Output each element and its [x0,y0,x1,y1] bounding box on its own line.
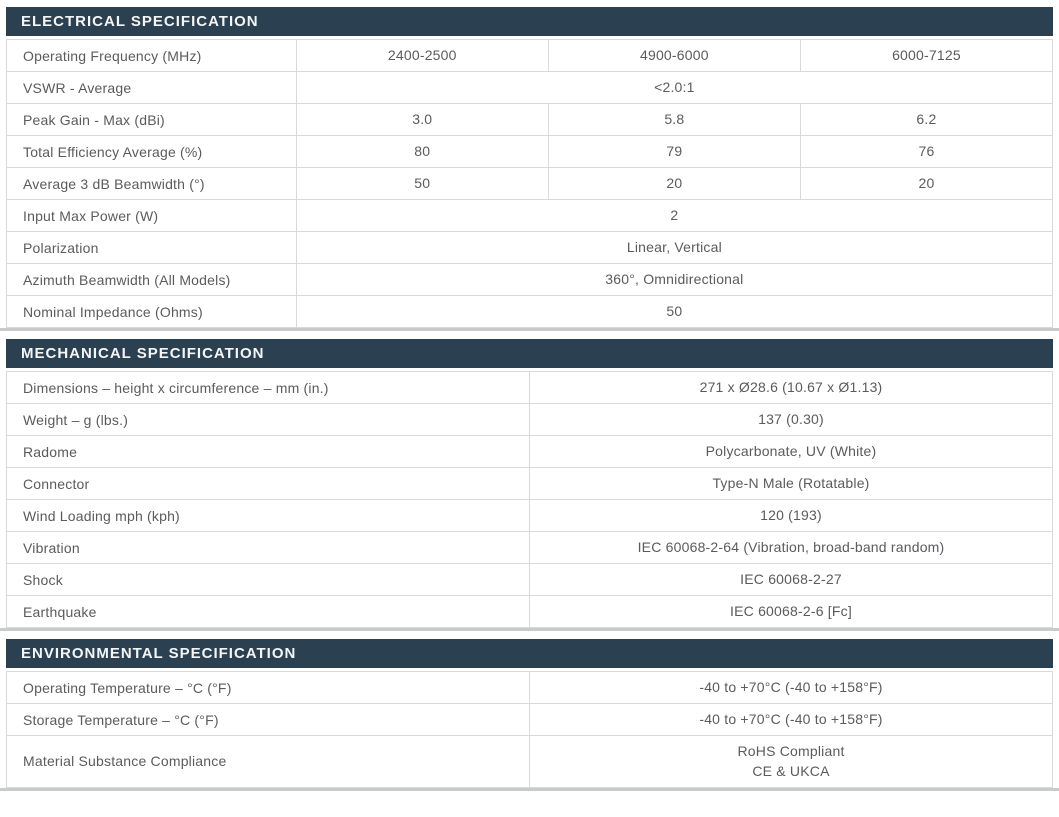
row-value: 79 [547,135,801,168]
row-label: Nominal Impedance (Ohms) [6,295,297,328]
environmental-specification-section: ENVIRONMENTAL SPECIFICATION Operating Te… [0,639,1059,791]
table-row: Material Substance Compliance RoHS Compli… [6,735,1053,788]
table-row: Peak Gain - Max (dBi) 3.0 5.8 6.2 [6,103,1054,136]
row-value: IEC 60068-2-6 [Fc] [529,595,1053,628]
table-row: Nominal Impedance (Ohms) 50 [6,295,1054,328]
table-row: Polarization Linear, Vertical [6,231,1054,264]
row-label: Operating Temperature – °C (°F) [6,671,530,704]
row-value: 2 [295,199,1054,232]
section-bottom-rule [0,787,1059,791]
table-row: Operating Frequency (MHz) 2400-2500 4900-6… [6,39,1054,72]
row-label: Vibration [6,531,530,564]
row-label: Connector [6,467,530,500]
section-bottom-rule [0,628,1059,631]
table-row: Average 3 dB Beamwidth (°) 50 20 20 [6,167,1054,200]
row-label: Total Efficiency Average (%) [6,135,297,168]
row-label: Radome [6,435,530,468]
row-label: Polarization [6,231,297,264]
table-row: Total Efficiency Average (%) 80 79 76 [6,135,1054,168]
row-value: 76 [799,135,1054,168]
table-row: Connector Type-N Male (Rotatable) [6,467,1053,500]
row-value: 5.8 [547,103,801,136]
row-label: Dimensions – height x circumference – mm… [6,371,530,404]
row-value: 20 [799,167,1054,200]
mechanical-spec-table: Dimensions – height x circumference – mm… [6,371,1053,628]
row-value: Type-N Male (Rotatable) [529,467,1053,500]
row-label: Material Substance Compliance [6,735,530,788]
row-value: IEC 60068-2-64 (Vibration, broad-band ra… [529,531,1053,564]
mechanical-section-title: MECHANICAL SPECIFICATION [6,339,1053,368]
row-value: IEC 60068-2-27 [529,563,1053,596]
table-row: Operating Temperature – °C (°F) -40 to +7… [6,671,1053,704]
row-value: <2.0:1 [295,71,1054,104]
row-label: Input Max Power (W) [6,199,297,232]
table-row: Earthquake IEC 60068-2-6 [Fc] [6,595,1053,628]
section-bottom-rule [0,328,1059,331]
row-value: -40 to +70°C (-40 to +158°F) [529,671,1053,704]
row-value: 20 [547,167,801,200]
row-value: 2400-2500 [295,39,549,72]
table-row: Radome Polycarbonate, UV (White) [6,435,1053,468]
row-value: RoHS Compliant CE & UKCA [529,735,1053,788]
row-label: Average 3 dB Beamwidth (°) [6,167,297,200]
row-value: 80 [295,135,549,168]
row-value: 50 [295,295,1054,328]
row-label: Shock [6,563,530,596]
electrical-specification-section: ELECTRICAL SPECIFICATION Operating Frequ… [0,7,1059,331]
row-label: Earthquake [6,595,530,628]
row-label: Weight – g (lbs.) [6,403,530,436]
row-value: 50 [295,167,549,200]
table-row: Vibration IEC 60068-2-64 (Vibration, broa… [6,531,1053,564]
row-value: 120 (193) [529,499,1053,532]
row-label: Operating Frequency (MHz) [6,39,297,72]
table-row: Weight – g (lbs.) 137 (0.30) [6,403,1053,436]
row-label: Storage Temperature – °C (°F) [6,703,530,736]
row-value: 6000-7125 [799,39,1054,72]
table-row: Wind Loading mph (kph) 120 (193) [6,499,1053,532]
electrical-section-title: ELECTRICAL SPECIFICATION [6,7,1053,36]
row-label: Azimuth Beamwidth (All Models) [6,263,297,296]
row-label: Wind Loading mph (kph) [6,499,530,532]
row-label: VSWR - Average [6,71,297,104]
row-value: Polycarbonate, UV (White) [529,435,1053,468]
table-row: Azimuth Beamwidth (All Models) 360°, Omni… [6,263,1054,296]
electrical-spec-table: Operating Frequency (MHz) 2400-2500 4900-6… [6,39,1054,328]
table-row: VSWR - Average <2.0:1 [6,71,1054,104]
table-row: Storage Temperature – °C (°F) -40 to +70°… [6,703,1053,736]
row-value: Linear, Vertical [295,231,1054,264]
row-value: 6.2 [799,103,1054,136]
row-value: -40 to +70°C (-40 to +158°F) [529,703,1053,736]
table-row: Dimensions – height x circumference – mm… [6,371,1053,404]
table-row: Input Max Power (W) 2 [6,199,1054,232]
row-value: 360°, Omnidirectional [295,263,1054,296]
environmental-section-title: ENVIRONMENTAL SPECIFICATION [6,639,1053,668]
mechanical-specification-section: MECHANICAL SPECIFICATION Dimensions – he… [0,339,1059,631]
row-value: 3.0 [295,103,549,136]
environmental-spec-table: Operating Temperature – °C (°F) -40 to +7… [6,671,1053,788]
row-label: Peak Gain - Max (dBi) [6,103,297,136]
row-value: 4900-6000 [547,39,801,72]
row-value: 271 x Ø28.6 (10.67 x Ø1.13) [529,371,1053,404]
row-value: 137 (0.30) [529,403,1053,436]
table-row: Shock IEC 60068-2-27 [6,563,1053,596]
